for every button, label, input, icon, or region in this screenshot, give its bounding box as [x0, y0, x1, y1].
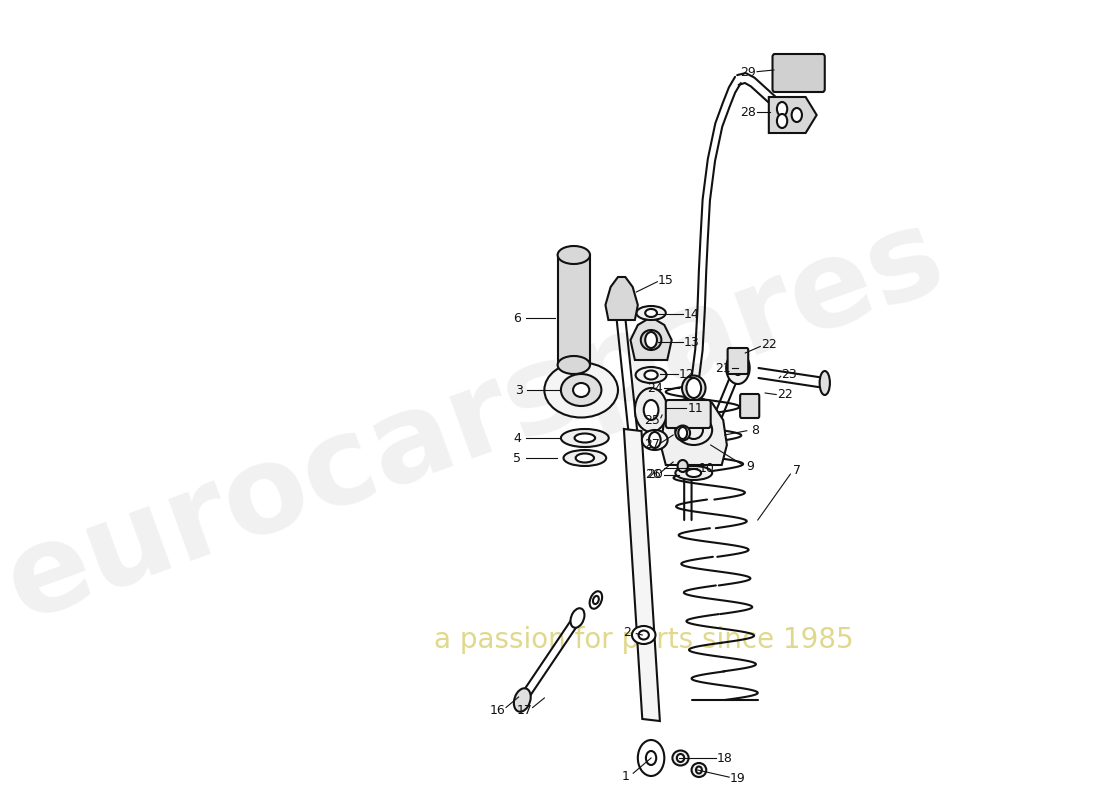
Circle shape	[777, 102, 788, 116]
Text: eurocarspares: eurocarspares	[0, 196, 959, 644]
Circle shape	[646, 332, 657, 348]
Circle shape	[733, 361, 744, 375]
Text: 4: 4	[514, 431, 521, 445]
Polygon shape	[558, 255, 590, 365]
Text: 17: 17	[517, 703, 532, 717]
Ellipse shape	[563, 450, 606, 466]
Text: 3: 3	[515, 383, 522, 397]
Ellipse shape	[820, 371, 829, 395]
Ellipse shape	[686, 469, 701, 477]
Text: 27: 27	[645, 438, 660, 451]
Circle shape	[638, 740, 664, 776]
Ellipse shape	[636, 367, 667, 383]
Text: 7: 7	[793, 463, 801, 477]
Text: 21: 21	[715, 362, 732, 374]
Ellipse shape	[642, 430, 668, 450]
Ellipse shape	[590, 591, 602, 609]
Text: 26: 26	[645, 469, 660, 482]
Circle shape	[644, 400, 659, 420]
Ellipse shape	[558, 246, 590, 264]
Text: 6: 6	[514, 311, 521, 325]
Text: 8: 8	[751, 423, 760, 437]
FancyBboxPatch shape	[772, 54, 825, 92]
FancyBboxPatch shape	[727, 348, 748, 374]
FancyBboxPatch shape	[740, 394, 759, 418]
Ellipse shape	[573, 383, 590, 397]
Ellipse shape	[558, 356, 590, 374]
Circle shape	[686, 378, 701, 398]
Text: 24: 24	[647, 382, 662, 394]
Text: 20: 20	[647, 469, 662, 482]
Text: 28: 28	[740, 106, 756, 118]
Ellipse shape	[645, 370, 658, 379]
Text: 15: 15	[658, 274, 673, 286]
Text: 22: 22	[777, 389, 793, 402]
Ellipse shape	[678, 460, 688, 472]
Polygon shape	[605, 277, 638, 320]
Ellipse shape	[514, 688, 530, 712]
Circle shape	[690, 392, 697, 402]
Ellipse shape	[631, 626, 656, 644]
Ellipse shape	[646, 309, 657, 317]
Text: 23: 23	[782, 369, 797, 382]
Text: a passion for parts since 1985: a passion for parts since 1985	[433, 626, 854, 654]
Circle shape	[679, 427, 688, 439]
Polygon shape	[630, 317, 672, 360]
Ellipse shape	[593, 596, 598, 604]
Text: 5: 5	[513, 451, 521, 465]
Text: 1: 1	[621, 770, 629, 782]
Polygon shape	[661, 395, 727, 465]
Ellipse shape	[571, 608, 584, 628]
Text: 29: 29	[740, 66, 756, 78]
Text: 10: 10	[698, 462, 714, 474]
Ellipse shape	[676, 754, 684, 762]
FancyBboxPatch shape	[666, 400, 711, 428]
Text: 12: 12	[679, 367, 694, 381]
Ellipse shape	[637, 306, 666, 320]
Circle shape	[649, 432, 661, 448]
Text: 14: 14	[684, 307, 700, 321]
Text: 25: 25	[645, 414, 660, 426]
Text: 16: 16	[491, 703, 506, 717]
Text: 19: 19	[730, 771, 746, 785]
Text: 13: 13	[684, 335, 700, 349]
Ellipse shape	[682, 375, 705, 401]
Circle shape	[646, 751, 657, 765]
Ellipse shape	[561, 374, 602, 406]
Ellipse shape	[544, 362, 618, 418]
Polygon shape	[769, 97, 816, 133]
Ellipse shape	[574, 434, 595, 442]
Text: 22: 22	[761, 338, 777, 351]
Circle shape	[777, 114, 788, 128]
Circle shape	[726, 352, 750, 384]
Ellipse shape	[675, 426, 690, 441]
Circle shape	[792, 108, 802, 122]
Ellipse shape	[675, 466, 712, 480]
Text: 9: 9	[747, 461, 755, 474]
Ellipse shape	[692, 763, 706, 777]
Ellipse shape	[696, 766, 702, 774]
Ellipse shape	[672, 750, 689, 766]
Ellipse shape	[561, 429, 608, 447]
Text: 11: 11	[688, 402, 703, 414]
Ellipse shape	[575, 454, 594, 462]
Ellipse shape	[641, 330, 661, 350]
Circle shape	[635, 388, 668, 432]
Text: 2: 2	[624, 626, 631, 639]
Polygon shape	[624, 429, 660, 721]
Text: 18: 18	[717, 751, 733, 765]
Ellipse shape	[639, 630, 649, 639]
Ellipse shape	[686, 388, 701, 406]
